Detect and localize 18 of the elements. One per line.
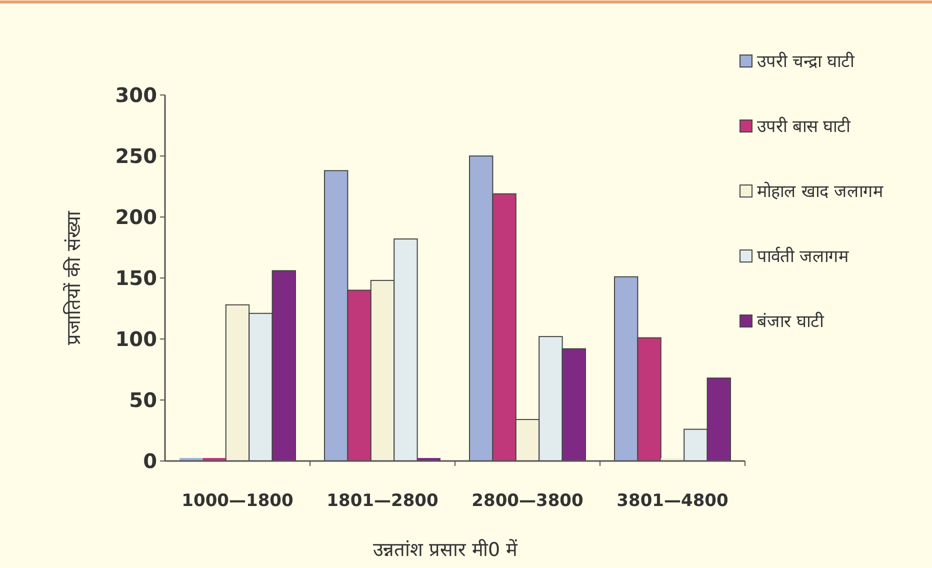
legend-label: मोहाल खाद जलागम [757,181,884,202]
legend-label: पार्वती जलागम [757,246,850,267]
y-tick-label: 250 [115,144,157,168]
y-tick-label: 200 [115,205,157,229]
y-tick-label: 300 [115,83,157,107]
x-tick-label: 3801—4800 [616,491,728,511]
y-tick-label: 0 [143,449,157,473]
x-tick-label: 2800—3800 [472,491,584,511]
x-tick-label: 1000—1800 [182,491,294,511]
legend-label: उपरी बास घाटी [757,116,851,137]
x-tick-label: 1801—2800 [326,491,438,511]
y-tick-label: 100 [115,327,157,351]
y-axis-title: प्रजातियों की संख्या [62,210,85,346]
y-tick-label: 150 [115,266,157,290]
legend-label: उपरी चन्द्रा घाटी [757,51,855,72]
legend-label: बंजार घाटी [757,311,824,332]
x-axis-title: उन्नतांश प्रसार मी0 में [372,538,518,561]
y-tick-label: 50 [129,388,157,412]
